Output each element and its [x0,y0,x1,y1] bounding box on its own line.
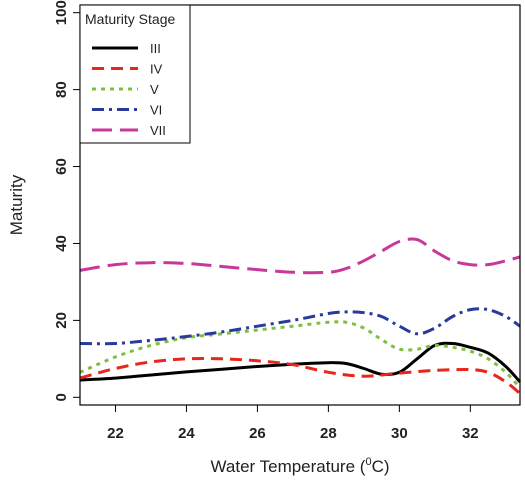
y-tick-label: 80 [53,81,70,98]
legend-title: Maturity Stage [85,11,175,27]
x-axis-title-superscript: 0 [365,456,371,468]
y-tick-label: 40 [53,235,70,252]
series-line-vi [79,307,521,346]
y-tick-label: 60 [53,158,70,175]
x-tick-label: 30 [391,425,408,442]
y-axis: 0 20 40 60 80 100 [53,0,80,401]
y-tick-label: 20 [53,312,70,329]
legend: Maturity Stage III IV V VI VII [79,4,191,144]
y-tick-label: 100 [53,0,70,25]
x-tick-label: 22 [107,425,124,442]
plot-frame [79,4,521,406]
x-axis: 22 24 26 28 30 32 [107,405,479,442]
x-tick-label: 32 [462,425,479,442]
x-axis-title-end: C) [372,457,390,476]
series-line-v [79,320,522,389]
x-tick-label: 26 [249,425,266,442]
legend-label-vi: VI [150,103,162,118]
legend-label-iv: IV [150,62,163,77]
y-tick-label: 0 [53,393,70,401]
series-line-vii [79,237,521,275]
legend-items: III IV V VI VII [92,41,166,138]
x-axis-title-main: Water Temperature ( [210,457,365,476]
series-line-iii [79,341,522,383]
x-axis-title: Water Temperature (0C) [210,456,389,476]
legend-label-v: V [150,82,159,97]
plot-lines [79,237,522,395]
legend-label-vii: VII [150,123,166,138]
legend-label-iii: III [150,41,161,56]
x-tick-label: 28 [320,425,337,442]
series-line-iv [79,357,521,395]
x-tick-label: 24 [178,425,195,442]
legend-box [79,4,191,144]
y-axis-title: Maturity [7,174,26,235]
